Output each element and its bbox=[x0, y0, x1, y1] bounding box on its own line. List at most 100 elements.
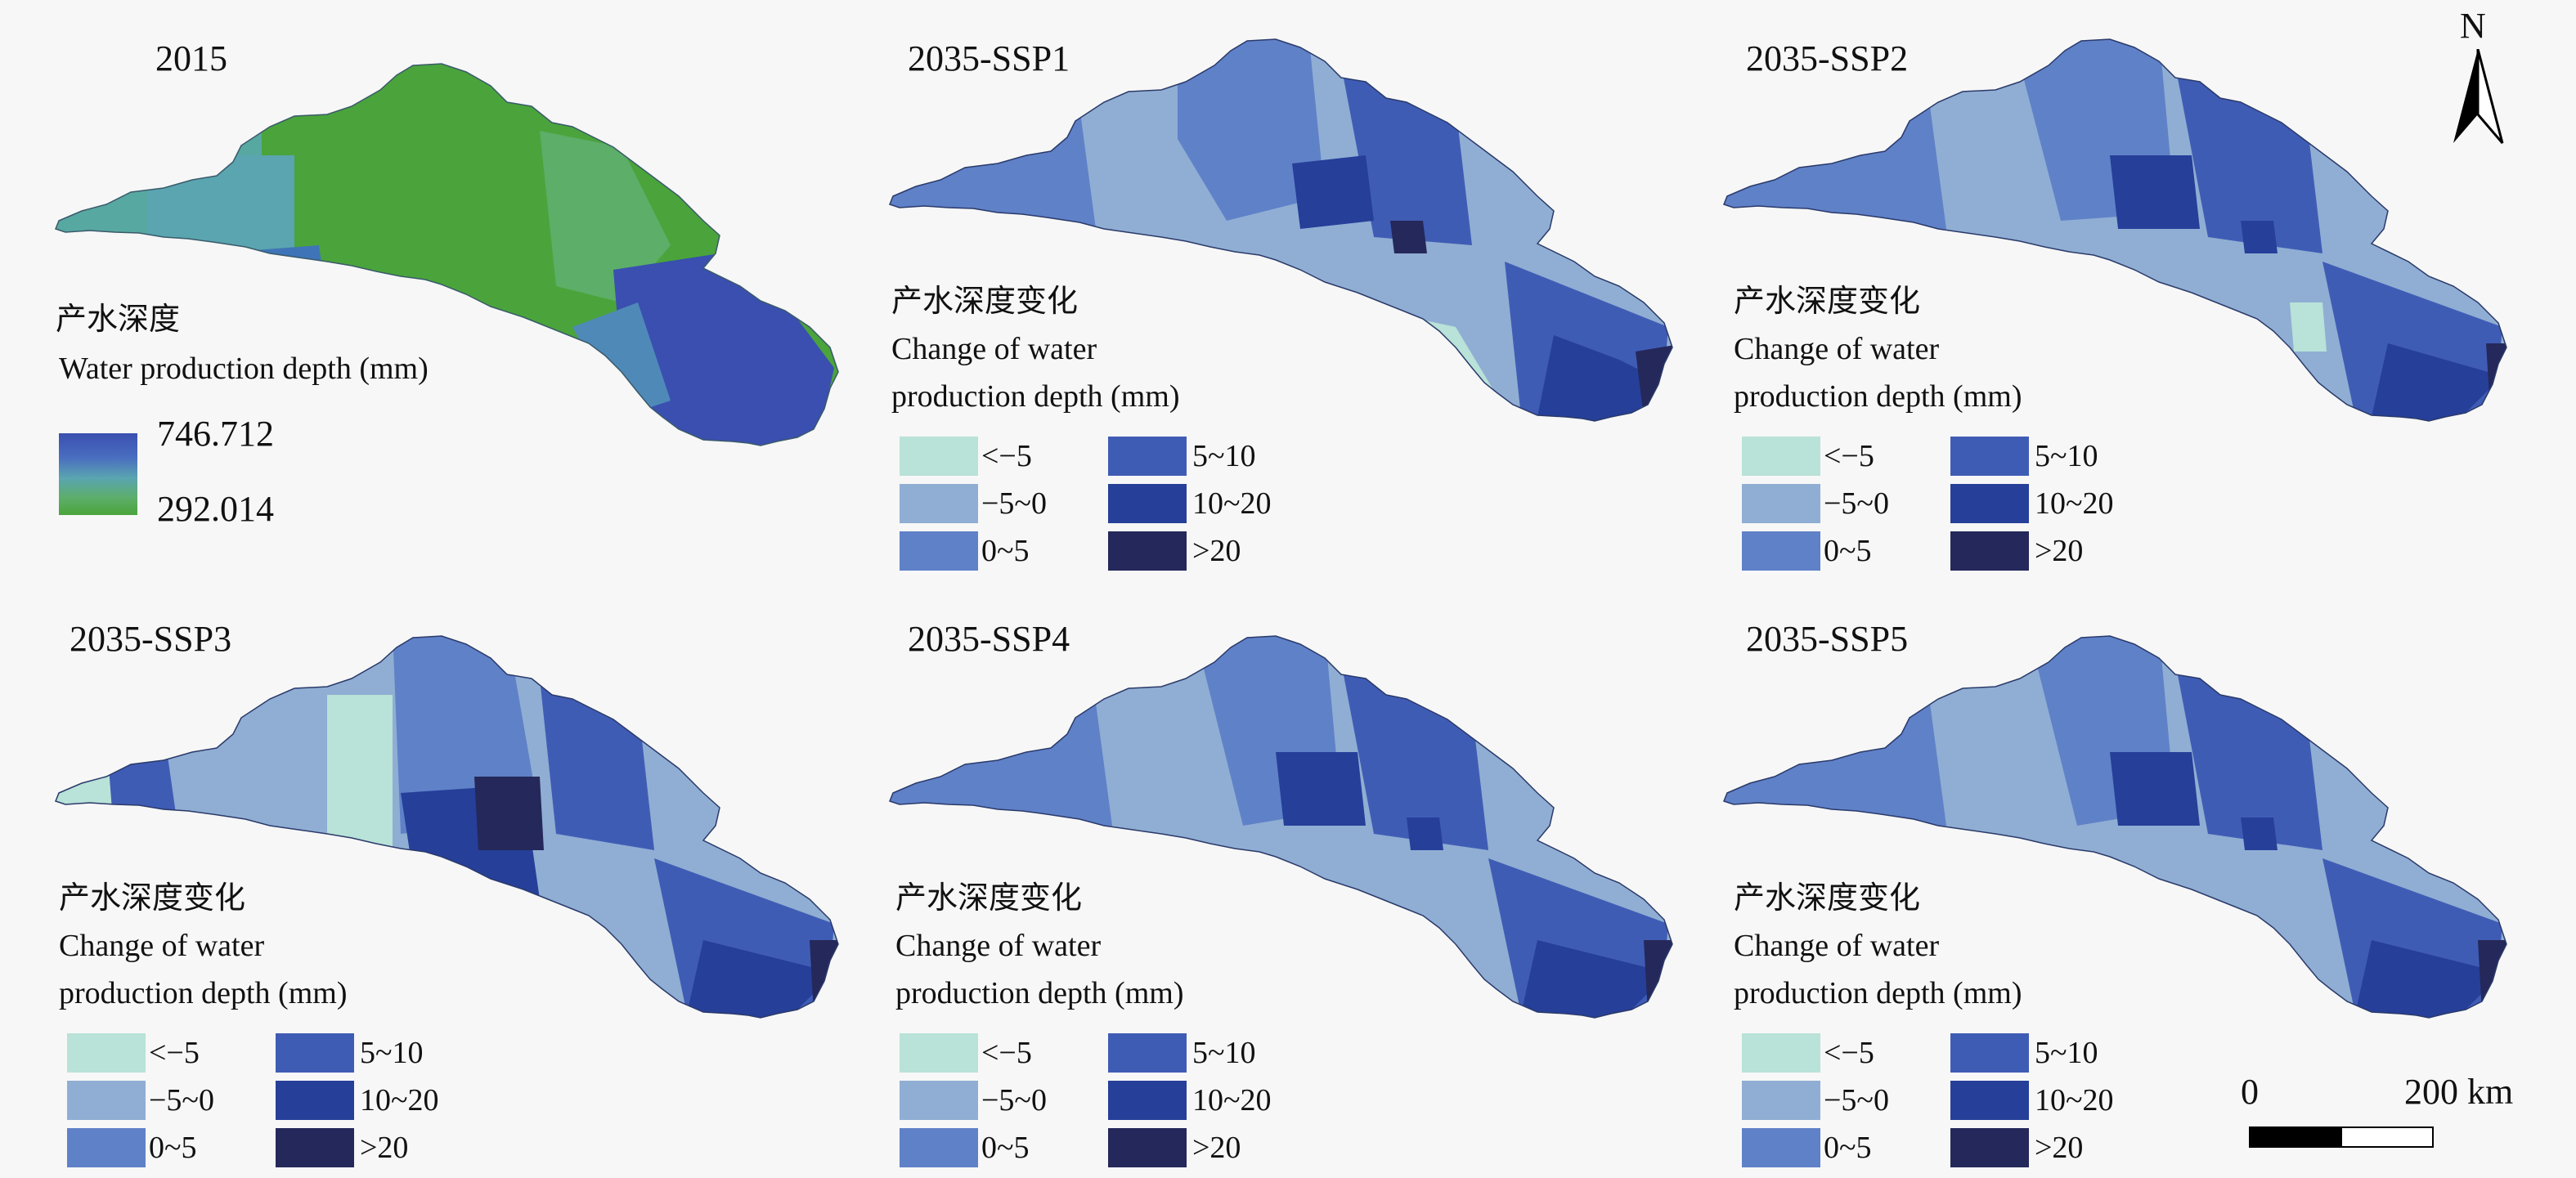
label-m5-0: −5~0 bbox=[149, 1083, 214, 1118]
swatch-0-5 bbox=[1742, 1128, 1820, 1167]
swatch-10-20 bbox=[1108, 484, 1187, 523]
max-value-label: 746.712 bbox=[157, 414, 274, 454]
panel-title-ssp5: 2035-SSP5 bbox=[1746, 619, 1909, 659]
label-lt-5: <−5 bbox=[1824, 439, 1874, 473]
swatch-0-5 bbox=[900, 531, 978, 571]
swatch-5-10 bbox=[276, 1033, 354, 1073]
label-10-20: 10~20 bbox=[2035, 1083, 2114, 1118]
swatch-gt20 bbox=[1108, 1128, 1187, 1167]
label-5-10: 5~10 bbox=[360, 1036, 424, 1070]
north-arrow-icon bbox=[2453, 49, 2504, 144]
map-ssp1 bbox=[889, 38, 1673, 422]
label-5-10: 5~10 bbox=[2035, 1036, 2098, 1070]
swatch-m5-0 bbox=[900, 1081, 978, 1120]
swatch-5-10 bbox=[1950, 1033, 2029, 1073]
label-gt20: >20 bbox=[360, 1131, 409, 1165]
panel-title-ssp2: 2035-SSP2 bbox=[1746, 38, 1909, 78]
legend-title-en-1: Change of water bbox=[59, 929, 265, 963]
label-gt20: >20 bbox=[1192, 1131, 1241, 1165]
label-0-5: 0~5 bbox=[1824, 534, 1872, 568]
legend-title-en-2: production depth (mm) bbox=[1734, 379, 2022, 414]
label-0-5: 0~5 bbox=[981, 534, 1030, 568]
legend-title-en-1: Change of water bbox=[895, 929, 1102, 963]
swatch-gt20 bbox=[1950, 531, 2029, 571]
scale-bar-white bbox=[2340, 1126, 2434, 1148]
legend-title-en-1: Change of water bbox=[1734, 929, 1940, 963]
label-10-20: 10~20 bbox=[2035, 486, 2114, 521]
label-lt-5: <−5 bbox=[1824, 1036, 1874, 1070]
swatch-5-10 bbox=[1950, 437, 2029, 476]
panel-title-2015: 2015 bbox=[155, 38, 227, 78]
legend-title-en-2: production depth (mm) bbox=[895, 976, 1184, 1010]
map-ssp4 bbox=[889, 635, 1673, 1019]
swatch-5-10 bbox=[1108, 437, 1187, 476]
label-5-10: 5~10 bbox=[1192, 1036, 1256, 1070]
legend-title-cn: 产水深度变化 bbox=[891, 284, 1079, 319]
swatch-m5-0 bbox=[900, 484, 978, 523]
map-ssp3 bbox=[55, 635, 839, 1019]
label-lt-5: <−5 bbox=[149, 1036, 200, 1070]
label-10-20: 10~20 bbox=[1192, 1083, 1272, 1118]
panel-title-ssp4: 2035-SSP4 bbox=[908, 619, 1070, 659]
swatch-0-5 bbox=[1742, 531, 1820, 571]
swatch-gt20 bbox=[1950, 1128, 2029, 1167]
north-label: N bbox=[2460, 6, 2486, 46]
legend-title-en-2: production depth (mm) bbox=[59, 976, 348, 1010]
scale-end-label: 200 km bbox=[2404, 1072, 2514, 1112]
label-0-5: 0~5 bbox=[1824, 1131, 1872, 1165]
swatch-gt20 bbox=[276, 1128, 354, 1167]
label-0-5: 0~5 bbox=[149, 1131, 197, 1165]
legend-title-en-2: production depth (mm) bbox=[891, 379, 1180, 414]
swatch-10-20 bbox=[276, 1081, 354, 1120]
legend-title-cn: 产水深度变化 bbox=[1734, 881, 1921, 916]
legend-title-cn: 产水深度变化 bbox=[59, 881, 246, 916]
swatch-lt-5 bbox=[67, 1033, 146, 1073]
map-ssp5 bbox=[1723, 635, 2507, 1019]
legend-title-en-1: Change of water bbox=[891, 332, 1097, 366]
min-value-label: 292.014 bbox=[157, 489, 274, 529]
label-m5-0: −5~0 bbox=[1824, 486, 1889, 521]
legend-title-en-2: production depth (mm) bbox=[1734, 976, 2022, 1010]
scale-bar: 0 200 km bbox=[2241, 1071, 2568, 1153]
swatch-m5-0 bbox=[1742, 1081, 1820, 1120]
north-arrow: N bbox=[2445, 8, 2511, 147]
map-ssp2 bbox=[1723, 38, 2507, 422]
scale-bar-black bbox=[2249, 1126, 2342, 1148]
label-m5-0: −5~0 bbox=[981, 1083, 1047, 1118]
swatch-10-20 bbox=[1950, 1081, 2029, 1120]
label-lt-5: <−5 bbox=[981, 439, 1032, 473]
label-gt20: >20 bbox=[1192, 534, 1241, 568]
legend-title-cn: 产水深度变化 bbox=[1734, 284, 1921, 319]
swatch-gt20 bbox=[1108, 531, 1187, 571]
swatch-m5-0 bbox=[67, 1081, 146, 1120]
label-m5-0: −5~0 bbox=[981, 486, 1047, 521]
label-m5-0: −5~0 bbox=[1824, 1083, 1889, 1118]
map-2015 bbox=[55, 63, 839, 446]
label-gt20: >20 bbox=[2035, 1131, 2084, 1165]
label-10-20: 10~20 bbox=[360, 1083, 439, 1118]
swatch-m5-0 bbox=[1742, 484, 1820, 523]
swatch-5-10 bbox=[1108, 1033, 1187, 1073]
panel-title-ssp1: 2035-SSP1 bbox=[908, 38, 1070, 78]
label-gt20: >20 bbox=[2035, 534, 2084, 568]
label-5-10: 5~10 bbox=[2035, 439, 2098, 473]
swatch-0-5 bbox=[67, 1128, 146, 1167]
panel-title-ssp3: 2035-SSP3 bbox=[70, 619, 232, 659]
label-lt-5: <−5 bbox=[981, 1036, 1032, 1070]
legend-title-en-1: Change of water bbox=[1734, 332, 1940, 366]
swatch-lt-5 bbox=[900, 1033, 978, 1073]
scale-start-label: 0 bbox=[2241, 1072, 2259, 1112]
gradient-bar bbox=[59, 433, 137, 515]
swatch-lt-5 bbox=[1742, 1033, 1820, 1073]
label-10-20: 10~20 bbox=[1192, 486, 1272, 521]
swatch-lt-5 bbox=[900, 437, 978, 476]
swatch-10-20 bbox=[1108, 1081, 1187, 1120]
swatch-lt-5 bbox=[1742, 437, 1820, 476]
legend-title-cn-2015: 产水深度 bbox=[56, 302, 181, 337]
swatch-0-5 bbox=[900, 1128, 978, 1167]
swatch-10-20 bbox=[1950, 484, 2029, 523]
label-5-10: 5~10 bbox=[1192, 439, 1256, 473]
label-0-5: 0~5 bbox=[981, 1131, 1030, 1165]
legend-title-en-2015: Water production depth (mm) bbox=[59, 352, 429, 386]
legend-title-cn: 产水深度变化 bbox=[895, 881, 1083, 916]
